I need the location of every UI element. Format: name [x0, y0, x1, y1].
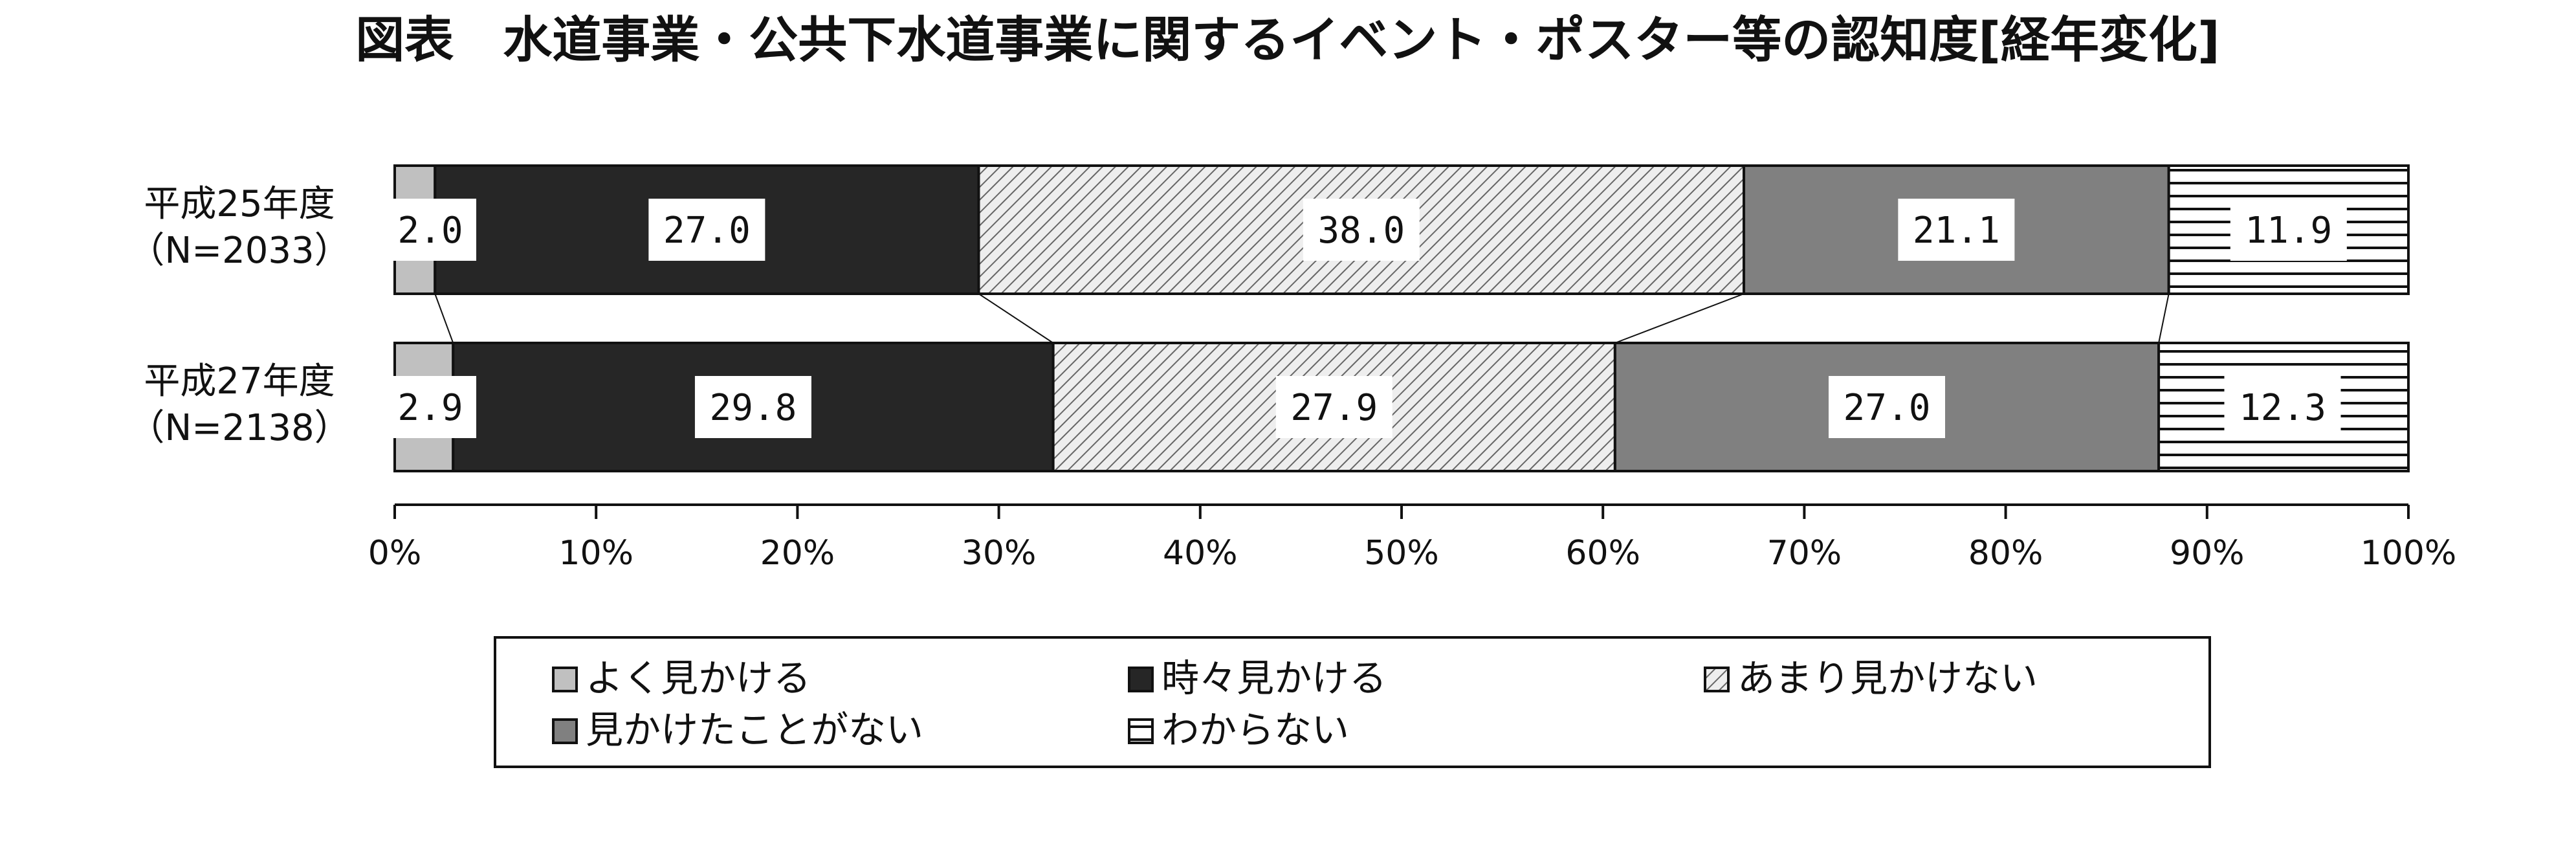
category-labels-layer: 平成25年度（N=2033） 平成27年度（N=2138）: [128, 183, 350, 449]
data-label-1-3: 38.0: [1317, 210, 1405, 252]
x-tick-label-2: 20%: [760, 534, 835, 573]
data-label-2-2: 29.8: [710, 387, 797, 429]
legend-label-3: あまり見かけない: [1737, 656, 2038, 700]
data-label-box-1-2: [648, 199, 765, 261]
legend-swatch-4: [552, 718, 578, 744]
data-label-1-4: 21.1: [1913, 210, 2000, 252]
data-label-box-1-4: [1898, 199, 2015, 261]
data-label-box-2-1: [384, 376, 476, 438]
data-label-1-1: 2.0: [397, 210, 463, 252]
legend-label-2: 時々見かける: [1161, 656, 1387, 700]
legend-label-4: 見かけたことがない: [586, 708, 923, 752]
series-line-2: [978, 293, 1054, 344]
data-label-box-2-3: [1275, 376, 1393, 438]
legend-label-1: よく見かける: [586, 656, 811, 700]
data-label-2-4: 27.0: [1844, 387, 1931, 429]
data-label-box-2-2: [694, 376, 811, 438]
x-tick-label-1: 10%: [558, 534, 633, 573]
data-label-box-2-5: [2224, 376, 2341, 438]
legend-label-5: わからない: [1161, 708, 1349, 752]
series-line-3: [1614, 293, 1745, 344]
legend-box: [494, 636, 2211, 768]
x-tick-label-4: 40%: [1163, 534, 1238, 573]
x-tick-label-9: 90%: [2170, 534, 2245, 573]
series-lines-layer: [434, 293, 2170, 344]
x-tick-label-0: 0%: [368, 534, 422, 573]
legend-swatch-3: [1704, 667, 1730, 692]
data-label-2-5: 12.3: [2239, 387, 2326, 429]
data-labels-layer: 2.0 27.0 38.0 21.1 11.9 2.9 29.8 27.9 27.0 12.3: [384, 199, 2347, 438]
x-tick-label-5: 50%: [1364, 534, 1439, 573]
series-line-4: [2158, 293, 2170, 344]
x-tick-label-3: 30%: [962, 534, 1037, 573]
bar-segment-2-3: [1051, 342, 1616, 472]
data-label-1-5: 11.9: [2245, 210, 2332, 252]
x-tick-label-7: 70%: [1767, 534, 1842, 573]
data-label-2-3: 27.9: [1290, 387, 1378, 429]
data-label-2-1: 2.9: [397, 387, 463, 429]
chart-title: 図表 水道事業・公共下水道事業に関するイベント・ポスター等の認知度[経年変化]: [355, 11, 2219, 69]
x-tick-label-6: 60%: [1565, 534, 1640, 573]
legend-swatch-1: [552, 667, 578, 692]
legend-swatch-5: [1128, 718, 1154, 744]
category-label-1: 平成25年度（N=2033）: [128, 183, 350, 272]
data-label-box-2-4: [1828, 376, 1945, 438]
x-tick-label-8: 80%: [1968, 534, 2043, 573]
data-label-box-1-3: [1303, 199, 1420, 261]
x-tick-label-10: 100%: [2361, 534, 2457, 573]
x-axis: 0% 10% 20% 30% 40% 50% 60% 70% 80% 90% 100%: [368, 503, 2457, 573]
data-label-box-1-1: [384, 199, 476, 261]
legend-swatch-2: [1128, 667, 1154, 692]
data-label-box-1-5: [2230, 199, 2347, 261]
series-line-1: [434, 293, 454, 344]
category-label-2: 平成27年度（N=2138）: [128, 360, 350, 449]
data-label-1-2: 27.0: [663, 210, 751, 252]
